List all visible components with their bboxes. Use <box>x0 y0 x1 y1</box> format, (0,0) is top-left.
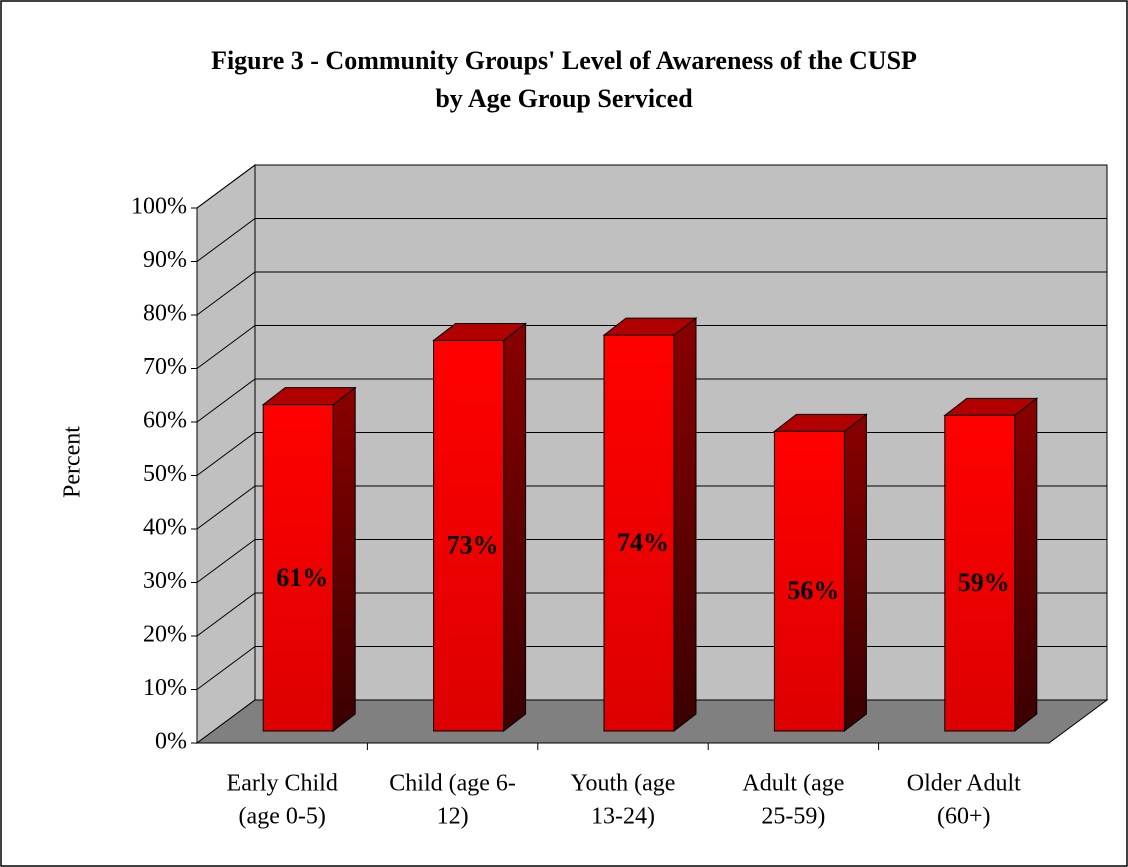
grid-line <box>196 378 256 423</box>
x-tick-label: 25-59) <box>761 804 825 830</box>
y-tick-label: 60% <box>143 408 187 434</box>
y-tick-label: 30% <box>143 568 187 594</box>
grid-line <box>196 271 256 316</box>
x-tick-label: (60+) <box>937 804 991 830</box>
chart-title: Figure 3 - Community Groups' Level of Aw… <box>211 46 917 75</box>
bar <box>773 430 845 732</box>
value-label: 61% <box>276 563 328 592</box>
y-tick-label: 100% <box>131 194 187 220</box>
x-tick-label: 13-24) <box>591 804 655 830</box>
bar <box>944 414 1016 732</box>
value-label: 59% <box>958 568 1010 597</box>
bar-side <box>503 322 527 733</box>
y-tick-label: 50% <box>143 461 187 487</box>
x-tick-label: Child (age 6- <box>389 771 516 797</box>
bar-side <box>673 317 697 733</box>
grid-line <box>196 539 256 583</box>
grid-line <box>196 592 256 637</box>
x-tick-label: (age 0-5) <box>239 804 326 830</box>
bar <box>433 339 505 732</box>
value-label: 73% <box>447 531 499 560</box>
bar-side <box>843 413 867 733</box>
y-tick-label: 40% <box>143 515 187 541</box>
bar-side <box>1014 397 1038 733</box>
grid-line <box>196 164 256 209</box>
value-label: 56% <box>787 576 839 605</box>
bar-side <box>332 386 356 733</box>
bar <box>262 404 334 732</box>
y-tick-label: 20% <box>143 622 187 648</box>
chart-title: by Age Group Serviced <box>435 84 693 113</box>
x-tick-label: 12) <box>437 804 469 830</box>
grid-line <box>196 646 256 690</box>
x-tick-label: Youth (age <box>571 771 676 797</box>
x-tick-label: Early Child <box>227 771 338 797</box>
y-tick-label: 10% <box>143 675 187 701</box>
grid-line <box>196 432 256 476</box>
y-tick-label: 90% <box>143 247 187 273</box>
grid-line <box>196 325 256 369</box>
y-axis-label: Percent <box>60 426 86 498</box>
bar <box>603 334 675 732</box>
value-label: 74% <box>617 528 669 557</box>
x-tick-label: Older Adult <box>907 771 1021 797</box>
y-tick-label: 80% <box>143 301 187 327</box>
grid-line <box>196 485 256 530</box>
grid-line <box>196 218 256 262</box>
y-tick-label: 70% <box>143 354 187 380</box>
y-tick-label: 0% <box>155 729 187 755</box>
x-tick-label: Adult (age <box>742 771 844 797</box>
